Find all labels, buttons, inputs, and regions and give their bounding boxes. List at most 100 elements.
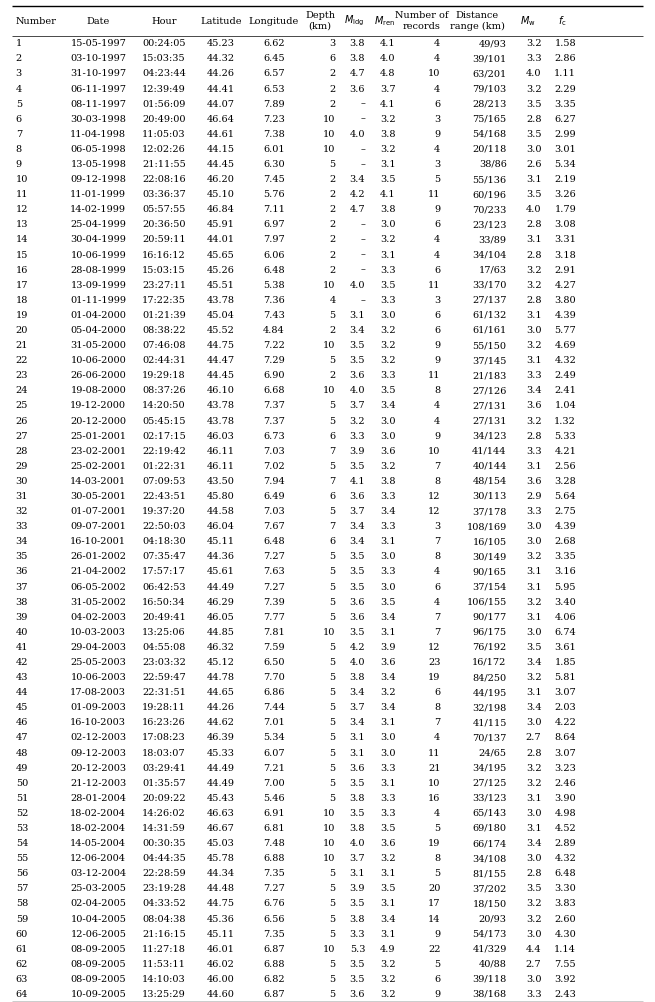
Text: 1.14: 1.14	[554, 945, 576, 954]
Text: 6.57: 6.57	[263, 69, 285, 78]
Text: 22:31:51: 22:31:51	[142, 688, 186, 697]
Text: 4.0: 4.0	[526, 69, 542, 78]
Text: 2: 2	[16, 54, 22, 63]
Text: 4.0: 4.0	[350, 387, 365, 396]
Text: 3.2: 3.2	[526, 597, 542, 606]
Text: 23/123: 23/123	[472, 220, 507, 229]
Text: 37/202: 37/202	[472, 885, 507, 894]
Text: 3.6: 3.6	[526, 402, 542, 411]
Text: 3.4: 3.4	[350, 175, 365, 184]
Text: 5.64: 5.64	[555, 492, 576, 501]
Text: 5: 5	[329, 311, 335, 320]
Text: 4.98: 4.98	[555, 809, 576, 818]
Text: 3.4: 3.4	[380, 402, 396, 411]
Text: 30/149: 30/149	[472, 552, 507, 561]
Text: 20: 20	[16, 326, 28, 335]
Text: 45.04: 45.04	[207, 311, 234, 320]
Text: 3: 3	[434, 296, 440, 305]
Text: 3.6: 3.6	[350, 597, 365, 606]
Text: 3.1: 3.1	[526, 567, 542, 576]
Text: 20-12-2000: 20-12-2000	[70, 417, 126, 426]
Text: 4.0: 4.0	[380, 54, 396, 63]
Text: 3.8: 3.8	[350, 824, 365, 833]
Text: 45: 45	[16, 703, 28, 712]
Text: 4: 4	[434, 733, 440, 742]
Text: 5: 5	[434, 869, 440, 878]
Text: 5: 5	[329, 356, 335, 365]
Text: 7.23: 7.23	[263, 114, 285, 123]
Text: 5: 5	[329, 960, 335, 969]
Text: 2: 2	[329, 371, 335, 380]
Text: 7: 7	[434, 718, 440, 727]
Text: 04:18:30: 04:18:30	[142, 537, 186, 546]
Text: 12:39:49: 12:39:49	[142, 84, 186, 93]
Text: 02-12-2003: 02-12-2003	[70, 733, 126, 742]
Text: 3.2: 3.2	[380, 356, 396, 365]
Text: 7.02: 7.02	[263, 462, 285, 471]
Text: 16:16:12: 16:16:12	[142, 250, 186, 260]
Text: 34/123: 34/123	[472, 432, 507, 441]
Text: 4.0: 4.0	[350, 839, 365, 848]
Text: 46.84: 46.84	[207, 205, 234, 214]
Text: 15: 15	[16, 250, 28, 260]
Text: 12: 12	[16, 205, 28, 214]
Text: 4.7: 4.7	[350, 69, 365, 78]
Text: 44.36: 44.36	[207, 552, 234, 561]
Text: Depth
(km): Depth (km)	[305, 11, 335, 31]
Text: 4.0: 4.0	[350, 658, 365, 667]
Text: 22:28:59: 22:28:59	[142, 869, 186, 878]
Text: 57: 57	[16, 885, 28, 894]
Text: 6: 6	[329, 492, 335, 501]
Text: 21: 21	[16, 341, 28, 350]
Text: 20:36:50: 20:36:50	[142, 220, 186, 229]
Text: 3.8: 3.8	[350, 915, 365, 924]
Text: 7.89: 7.89	[263, 99, 285, 108]
Text: 23-02-2001: 23-02-2001	[70, 447, 126, 456]
Text: 5: 5	[434, 960, 440, 969]
Text: 44.60: 44.60	[207, 990, 234, 999]
Text: 27/126: 27/126	[472, 387, 507, 396]
Text: 2.29: 2.29	[554, 84, 576, 93]
Text: 12:02:26: 12:02:26	[142, 145, 186, 154]
Text: 7: 7	[434, 628, 440, 637]
Text: –: –	[360, 250, 365, 260]
Text: 5: 5	[329, 930, 335, 939]
Text: 54: 54	[16, 839, 28, 848]
Text: 4.32: 4.32	[554, 356, 576, 365]
Text: 3.3: 3.3	[526, 54, 542, 63]
Text: 06-11-1997: 06-11-1997	[70, 84, 126, 93]
Text: 16:50:34: 16:50:34	[142, 597, 186, 606]
Text: 4: 4	[434, 250, 440, 260]
Text: 30/113: 30/113	[472, 492, 507, 501]
Text: 3.0: 3.0	[526, 975, 542, 984]
Text: 36: 36	[16, 567, 28, 576]
Text: 3: 3	[329, 39, 335, 48]
Text: 19:37:20: 19:37:20	[142, 507, 186, 516]
Text: 5.33: 5.33	[554, 432, 576, 441]
Text: 07:46:08: 07:46:08	[142, 341, 186, 350]
Text: 22:43:51: 22:43:51	[142, 492, 186, 501]
Text: 38: 38	[16, 597, 28, 606]
Text: Date: Date	[86, 17, 110, 26]
Text: –: –	[360, 160, 365, 169]
Text: 44.78: 44.78	[207, 673, 234, 682]
Text: 18-02-2004: 18-02-2004	[70, 824, 126, 833]
Text: 3.2: 3.2	[380, 114, 396, 123]
Text: 12-06-2005: 12-06-2005	[70, 930, 126, 939]
Text: 16: 16	[428, 794, 440, 803]
Text: 1.58: 1.58	[555, 39, 576, 48]
Text: 25-04-1999: 25-04-1999	[70, 220, 126, 229]
Text: 7: 7	[434, 462, 440, 471]
Text: 7.81: 7.81	[263, 628, 285, 637]
Text: 2.49: 2.49	[554, 371, 576, 380]
Text: 4.2: 4.2	[350, 643, 365, 652]
Text: 81/155: 81/155	[472, 869, 507, 878]
Text: 17:22:35: 17:22:35	[142, 296, 186, 305]
Text: 11-04-1998: 11-04-1998	[70, 130, 126, 139]
Text: 3.1: 3.1	[380, 779, 396, 788]
Text: 7.77: 7.77	[263, 612, 285, 621]
Text: 45.52: 45.52	[207, 326, 234, 335]
Text: 3.4: 3.4	[380, 507, 396, 516]
Text: 3.3: 3.3	[380, 794, 396, 803]
Text: 6.06: 6.06	[263, 250, 284, 260]
